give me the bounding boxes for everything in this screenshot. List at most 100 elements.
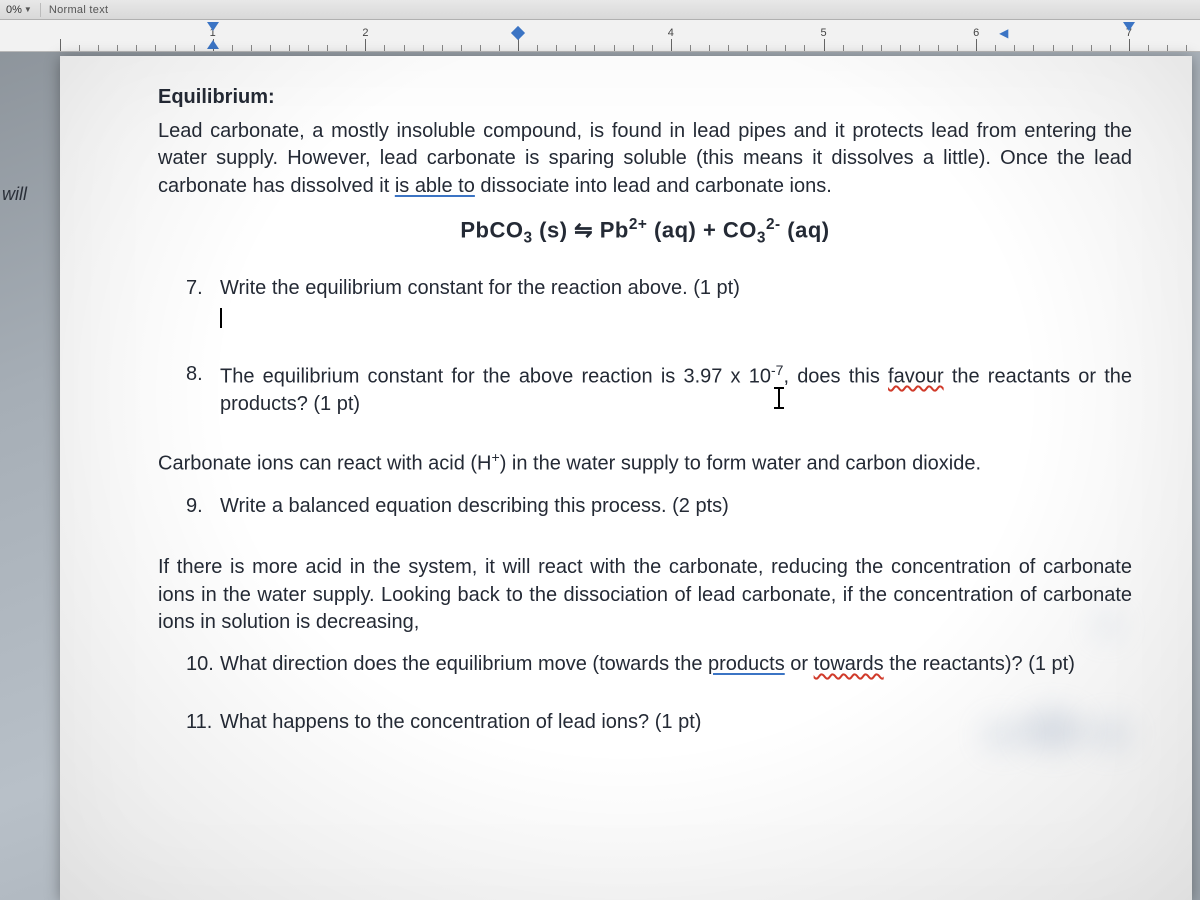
paragraph-style-dropdown[interactable]: Normal text xyxy=(49,4,109,16)
ruler-tick xyxy=(442,45,443,51)
ruler-tick xyxy=(136,45,137,51)
question-11: 11. What happens to the concentration of… xyxy=(186,709,1132,737)
equilibrium-arrows-icon: ⇋ xyxy=(574,218,593,243)
ruler-tick xyxy=(843,45,844,51)
eq-rhs1-sup: 2+ xyxy=(629,216,648,233)
document-page[interactable]: Equilibrium: Lead carbonate, a mostly in… xyxy=(60,56,1192,900)
ruler-tick xyxy=(117,45,118,51)
ruler-tick xyxy=(537,45,538,51)
horizontal-ruler[interactable]: 1234567◀ xyxy=(0,20,1200,52)
ruler-tick xyxy=(556,45,557,51)
ruler-tick xyxy=(232,45,233,51)
text-caret-icon xyxy=(220,308,222,328)
q8-part: , does this xyxy=(783,365,888,387)
eq-lhs: PbCO xyxy=(460,218,523,243)
eq-lhs-sub: 3 xyxy=(523,230,532,247)
ruler-tick xyxy=(881,45,882,51)
intro-paragraph: Lead carbonate, a mostly insoluble compo… xyxy=(158,118,1132,201)
q-number: 8. xyxy=(186,361,220,419)
ruler-tick xyxy=(346,45,347,51)
ruler-tick xyxy=(518,39,519,51)
ruler-tick xyxy=(60,39,61,51)
spell-underline: favour xyxy=(888,365,944,387)
ruler-tick xyxy=(289,45,290,51)
ruler-tick xyxy=(98,45,99,51)
section-heading: Equilibrium: xyxy=(158,84,1132,112)
paragraph-acid: If there is more acid in the system, it … xyxy=(158,554,1132,637)
q8-exponent: -7 xyxy=(771,362,783,378)
ruler-tick xyxy=(194,45,195,51)
ruler-tick xyxy=(175,45,176,51)
q-text: What happens to the concentration of lea… xyxy=(220,709,1132,737)
ruler-tick xyxy=(499,45,500,51)
q-text: What direction does the equilibrium move… xyxy=(220,651,1132,679)
page-viewport: Equilibrium: Lead carbonate, a mostly in… xyxy=(60,56,1192,900)
question-8: 8. The equilibrium constant for the abov… xyxy=(186,361,1132,419)
right-indent-handle[interactable] xyxy=(1123,22,1135,31)
first-line-indent-handle[interactable] xyxy=(207,22,219,31)
ruler-tick xyxy=(461,45,462,51)
ruler-tick xyxy=(1033,45,1034,51)
ruler-tick xyxy=(976,39,977,51)
ruler-tick xyxy=(824,39,825,51)
q-number: 11. xyxy=(186,709,220,737)
ruler-tick xyxy=(327,45,328,51)
ruler-number: 6 xyxy=(973,27,979,39)
ruler-tick xyxy=(404,45,405,51)
grammar-underline: products xyxy=(708,653,785,675)
ruler-tick xyxy=(614,45,615,51)
ruler-tick xyxy=(1053,45,1054,51)
para2-sup: + xyxy=(492,449,500,465)
outline-sidebar-fragment: will xyxy=(0,180,29,209)
q-text: Write the equilibrium constant for the r… xyxy=(220,275,1132,303)
ruler-tick xyxy=(155,45,156,51)
ruler-tick xyxy=(251,45,252,51)
q8-part: is 3.97 x 10 xyxy=(653,365,771,387)
ruler-tick xyxy=(690,45,691,51)
q-number: 7. xyxy=(186,275,220,303)
q-number: 10. xyxy=(186,651,220,679)
q10-part: or xyxy=(785,653,814,675)
para2-part: ) in the water supply to form water and … xyxy=(500,453,981,475)
ruler-tick xyxy=(594,45,595,51)
ruler-tick xyxy=(1148,45,1149,51)
para2-part: Carbonate ions can react with acid (H xyxy=(158,453,492,475)
q-number: 9. xyxy=(186,493,220,521)
ruler-tick xyxy=(995,45,996,51)
q8-part: The equilibrium constant for the above xyxy=(220,365,582,387)
eq-lhs-state: (s) xyxy=(533,218,575,243)
ruler-tick xyxy=(1186,45,1187,51)
ruler-tick xyxy=(270,45,271,51)
paragraph-carbonate: Carbonate ions can react with acid (H+) … xyxy=(158,448,1132,478)
ruler-tick xyxy=(785,45,786,51)
tab-stop-icon[interactable] xyxy=(511,26,525,40)
ruler-number: 4 xyxy=(668,27,674,39)
ruler-tick xyxy=(709,45,710,51)
ruler-tick xyxy=(766,45,767,51)
ruler-tick xyxy=(633,45,634,51)
question-7: 7. Write the equilibrium constant for th… xyxy=(186,275,1132,330)
ruler-tick xyxy=(1072,45,1073,51)
ruler-tick xyxy=(728,45,729,51)
ruler-tick xyxy=(804,45,805,51)
ruler-tick xyxy=(938,45,939,51)
left-indent-handle[interactable] xyxy=(207,40,219,49)
toolbar-separator xyxy=(40,3,41,17)
ruler-tick xyxy=(575,45,576,51)
eq-rhs1: Pb xyxy=(593,218,629,243)
ruler-tick xyxy=(1110,45,1111,51)
ruler-tick xyxy=(423,45,424,51)
ruler-tick xyxy=(384,45,385,51)
ruler-tick xyxy=(1091,45,1092,51)
question-9: 9. Write a balanced equation describing … xyxy=(186,493,1132,521)
ruler-tick xyxy=(862,45,863,51)
spell-underline: towards xyxy=(814,653,884,675)
grammar-underline: is able to xyxy=(395,175,475,197)
eq-rhs2-sup: 2- xyxy=(766,216,781,233)
ruler-tick xyxy=(365,39,366,51)
ruler-tick xyxy=(671,39,672,51)
zoom-dropdown[interactable]: 0% ▼ xyxy=(6,4,32,16)
ruler-tick xyxy=(747,45,748,51)
ruler-tick xyxy=(308,45,309,51)
toolbar-strip: 0% ▼ Normal text xyxy=(0,0,1200,20)
